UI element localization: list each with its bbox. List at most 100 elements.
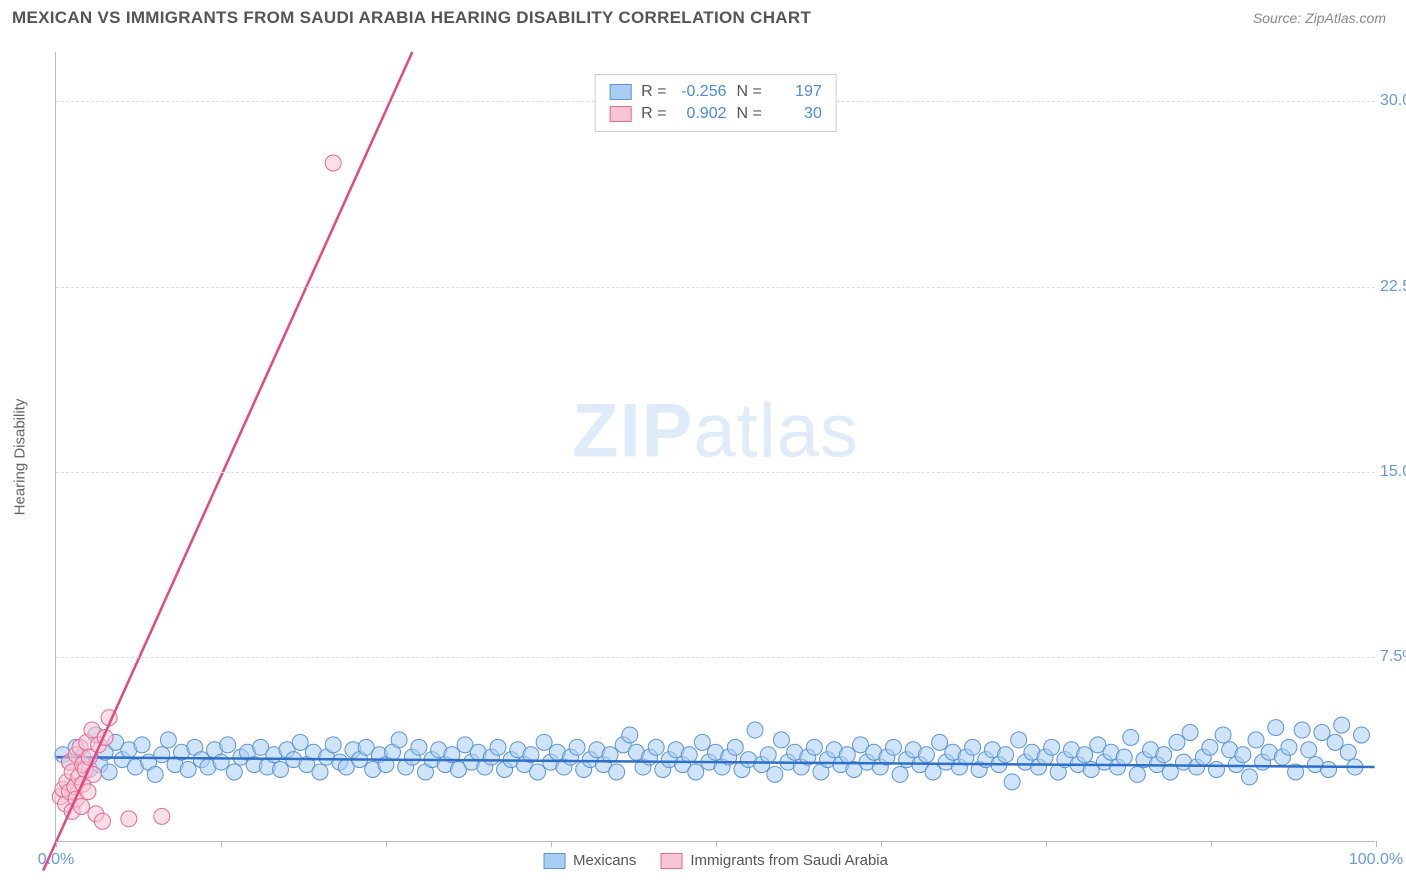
legend-row-series-1: R = 0.902 N = 30 (609, 103, 822, 125)
scatter-point (965, 739, 981, 755)
scatter-point (147, 766, 163, 782)
y-tick-label: 15.0% (1380, 463, 1406, 481)
scatter-point (1004, 774, 1020, 790)
scatter-point (226, 764, 242, 780)
scatter-point (760, 747, 776, 763)
scatter-point (1123, 729, 1139, 745)
scatter-point (1281, 739, 1297, 755)
chart-header: MEXICAN VS IMMIGRANTS FROM SAUDI ARABIA … (0, 0, 1406, 32)
scatter-point (773, 732, 789, 748)
legend-row-series-0: R = -0.256 N = 197 (609, 81, 822, 103)
scatter-point (1241, 769, 1257, 785)
bottom-legend-swatch-1 (660, 853, 682, 869)
scatter-point (694, 734, 710, 750)
scatter-point (1044, 739, 1060, 755)
scatter-point (681, 747, 697, 763)
x-tick-mark (881, 841, 882, 847)
chart-title: MEXICAN VS IMMIGRANTS FROM SAUDI ARABIA … (12, 8, 811, 28)
legend-r-value-1: 0.902 (677, 105, 727, 123)
legend-swatch-0 (609, 84, 631, 100)
chart-container: Hearing Disability ZIPatlas R = -0.256 N… (0, 32, 1406, 882)
x-tick-mark (716, 841, 717, 847)
scatter-point (839, 747, 855, 763)
scatter-point (1077, 747, 1093, 763)
scatter-point (1321, 762, 1337, 778)
scatter-point (1235, 747, 1251, 763)
scatter-point (490, 739, 506, 755)
gridline (56, 472, 1375, 473)
scatter-point (1327, 734, 1343, 750)
scatter-point (536, 734, 552, 750)
bottom-legend-item-1: Immigrants from Saudi Arabia (660, 852, 888, 869)
scatter-point (1129, 766, 1145, 782)
plot-area: ZIPatlas R = -0.256 N = 197 R = 0.902 N … (55, 52, 1375, 842)
legend-r-label-1: R = (641, 105, 666, 123)
scatter-point (325, 737, 341, 753)
scatter-point (1340, 744, 1356, 760)
scatter-point (1011, 732, 1027, 748)
bottom-legend-label-0: Mexicans (573, 852, 636, 869)
legend-n-value-1: 30 (772, 105, 822, 123)
scatter-point (94, 813, 110, 829)
scatter-point (1334, 717, 1350, 733)
scatter-point (806, 739, 822, 755)
x-tick-mark (1211, 841, 1212, 847)
scatter-point (1353, 727, 1369, 743)
gridline (56, 657, 1375, 658)
y-tick-label: 7.5% (1380, 648, 1406, 666)
scatter-point (622, 727, 638, 743)
x-tick-mark (1376, 841, 1377, 847)
bottom-legend: Mexicans Immigrants from Saudi Arabia (543, 852, 888, 869)
scatter-point (292, 734, 308, 750)
scatter-point (1156, 747, 1172, 763)
scatter-point (220, 737, 236, 753)
scatter-point (312, 764, 328, 780)
x-tick-mark (221, 841, 222, 847)
scatter-point (925, 764, 941, 780)
scatter-point (1208, 762, 1224, 778)
scatter-point (213, 754, 229, 770)
legend-n-label-1: N = (737, 105, 762, 123)
scatter-point (609, 764, 625, 780)
scatter-point (391, 732, 407, 748)
bottom-legend-label-1: Immigrants from Saudi Arabia (690, 852, 888, 869)
x-tick-label: 100.0% (1349, 851, 1403, 869)
scatter-point (134, 737, 150, 753)
scatter-point (727, 739, 743, 755)
gridline (56, 287, 1375, 288)
scatter-point (1301, 742, 1317, 758)
bottom-legend-swatch-0 (543, 853, 565, 869)
scatter-point (1116, 749, 1132, 765)
y-tick-label: 22.5% (1380, 278, 1406, 296)
scatter-point (1169, 734, 1185, 750)
bottom-legend-item-0: Mexicans (543, 852, 636, 869)
y-axis-label: Hearing Disability (12, 399, 29, 516)
scatter-point (272, 762, 288, 778)
scatter-point (1182, 725, 1198, 741)
legend-n-label-0: N = (737, 83, 762, 101)
x-tick-mark (56, 841, 57, 847)
scatter-point (180, 762, 196, 778)
scatter-point (767, 766, 783, 782)
scatter-point (569, 739, 585, 755)
scatter-point (1294, 722, 1310, 738)
scatter-point (747, 722, 763, 738)
scatter-point (121, 811, 137, 827)
scatter-point (648, 739, 664, 755)
legend-swatch-1 (609, 106, 631, 122)
scatter-point (154, 808, 170, 824)
scatter-point (885, 739, 901, 755)
scatter-point (101, 764, 117, 780)
scatter-point (1248, 732, 1264, 748)
legend-stats-box: R = -0.256 N = 197 R = 0.902 N = 30 (594, 74, 837, 132)
scatter-point (892, 766, 908, 782)
x-tick-mark (551, 841, 552, 847)
legend-r-value-0: -0.256 (677, 83, 727, 101)
scatter-point (411, 739, 427, 755)
scatter-point (1202, 739, 1218, 755)
y-tick-label: 30.0% (1380, 92, 1406, 110)
legend-r-label-0: R = (641, 83, 666, 101)
scatter-point (160, 732, 176, 748)
scatter-point (154, 747, 170, 763)
scatter-point (918, 747, 934, 763)
